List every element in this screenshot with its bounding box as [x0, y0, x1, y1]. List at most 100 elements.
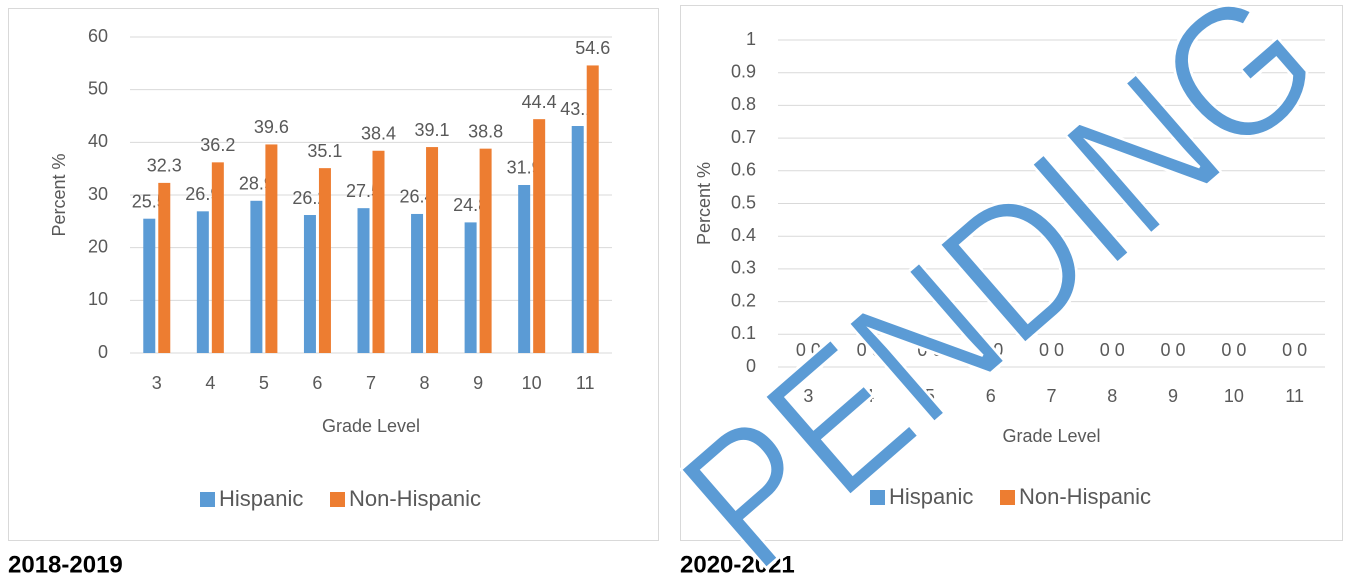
data-label: 35.1: [307, 141, 342, 161]
bar: [303, 215, 316, 353]
bar: [211, 162, 224, 353]
bar: [372, 150, 385, 353]
legend-label: Hispanic: [219, 486, 303, 511]
y-tick-label: 10: [88, 289, 108, 309]
y-tick-label: 30: [88, 184, 108, 204]
data-label: 0: [1100, 340, 1110, 360]
data-label: 0: [1236, 340, 1246, 360]
legend-swatch: [1000, 490, 1015, 505]
x-tick-label: 10: [1224, 386, 1244, 406]
data-label: 38.8: [468, 121, 503, 141]
data-label: 25.5: [132, 191, 167, 211]
y-tick-label: 40: [88, 131, 108, 151]
data-label: 0: [1297, 340, 1307, 360]
bar: [143, 218, 156, 353]
x-tick-label: 3: [803, 386, 813, 406]
data-label: 0: [1161, 340, 1171, 360]
data-label: 0: [872, 340, 882, 360]
y-tick-label: 60: [88, 26, 108, 46]
data-label: 0: [796, 340, 806, 360]
y-tick-label: 0: [98, 342, 108, 362]
y-tick-label: 0.3: [731, 258, 756, 278]
data-label: 0: [857, 340, 867, 360]
x-tick-label: 5: [259, 373, 269, 393]
y-tick-label: 0.1: [731, 323, 756, 343]
data-label: 26.4: [400, 187, 435, 207]
bar: [411, 213, 424, 353]
data-label: 43.1: [560, 99, 595, 119]
data-label: 36.2: [200, 135, 235, 155]
legend-label: Non-Hispanic: [1019, 484, 1151, 509]
legend-swatch: [200, 492, 215, 507]
data-label: 0: [978, 340, 988, 360]
data-label: 0: [993, 340, 1003, 360]
bar: [464, 222, 477, 353]
bar: [586, 65, 599, 353]
y-tick-label: 20: [88, 236, 108, 256]
bar: [265, 144, 278, 353]
x-tick-label: 10: [522, 373, 542, 393]
bar: [250, 200, 263, 353]
data-label: 0: [1221, 340, 1231, 360]
data-label: 38.4: [361, 124, 396, 144]
x-tick-label: 7: [366, 373, 376, 393]
x-tick-label: 11: [1285, 386, 1304, 406]
data-label: 0: [1039, 340, 1049, 360]
bar: [158, 182, 171, 353]
bar: [479, 148, 492, 353]
x-tick-label: 8: [1107, 386, 1117, 406]
legend-label: Non-Hispanic: [349, 486, 481, 511]
x-tick-label: 4: [205, 373, 215, 393]
data-label: 0: [1115, 340, 1125, 360]
y-tick-label: 0.9: [731, 61, 756, 81]
x-tick-label: 9: [473, 373, 483, 393]
data-label: 32.3: [147, 156, 182, 176]
y-tick-label: 1: [746, 29, 756, 49]
legend-swatch: [330, 492, 345, 507]
y-tick-label: 0.4: [731, 225, 756, 245]
x-tick-label: 6: [312, 373, 322, 393]
y-tick-label: 0: [746, 356, 756, 376]
x-tick-label: 8: [420, 373, 430, 393]
data-label: 28.9: [239, 174, 274, 194]
data-label: 31.9: [507, 158, 542, 178]
legend-label: Hispanic: [889, 484, 973, 509]
y-tick-label: 0.2: [731, 290, 756, 310]
data-label: 39.6: [254, 117, 289, 137]
bar: [533, 119, 546, 353]
y-tick-label: 0.6: [731, 160, 756, 180]
y-tick-label: 0.5: [731, 192, 756, 212]
legend-swatch: [870, 490, 885, 505]
y-tick-label: 50: [88, 78, 108, 98]
data-label: 0: [1282, 340, 1292, 360]
y-axis-label: Percent %: [694, 162, 714, 245]
data-label: 0: [811, 340, 821, 360]
data-label: 26.9: [185, 184, 220, 204]
chart-frame: [8, 8, 659, 541]
y-axis-label: Percent %: [49, 153, 69, 236]
data-label: 0: [917, 340, 927, 360]
bar: [426, 147, 439, 353]
data-label: 0: [1176, 340, 1186, 360]
x-tick-label: 5: [925, 386, 935, 406]
data-label: 44.4: [522, 92, 557, 112]
x-tick-label: 4: [864, 386, 874, 406]
chart-caption: 2020-2021: [680, 551, 795, 578]
y-tick-label: 0.8: [731, 94, 756, 114]
x-tick-label: 9: [1168, 386, 1178, 406]
x-tick-label: 11: [576, 373, 595, 393]
bar: [357, 208, 370, 353]
bar: [196, 211, 209, 353]
data-label: 39.1: [415, 120, 450, 140]
x-tick-label: 7: [1046, 386, 1056, 406]
bar: [318, 168, 331, 353]
bar: [518, 184, 531, 353]
bar: [571, 126, 584, 353]
data-label: 24.8: [453, 195, 488, 215]
x-tick-label: 6: [986, 386, 996, 406]
data-label: 0: [1054, 340, 1064, 360]
x-axis-label: Grade Level: [322, 416, 420, 436]
x-tick-label: 3: [152, 373, 162, 393]
x-axis-label: Grade Level: [1002, 426, 1100, 446]
data-label: 27.5: [346, 181, 381, 201]
